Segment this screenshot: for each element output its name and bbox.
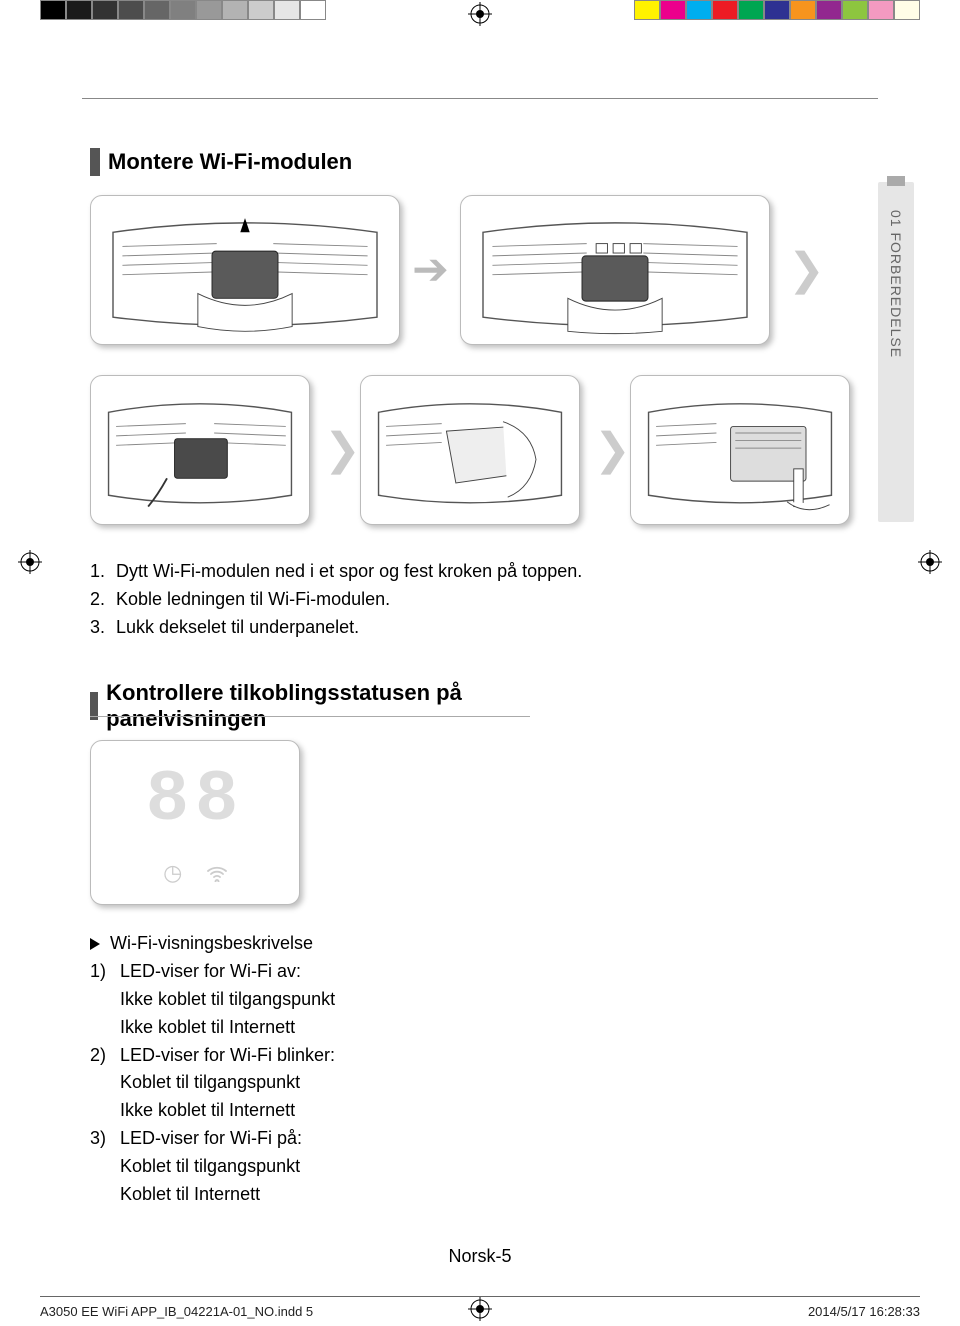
status-subline: Koblet til Internett xyxy=(90,1181,335,1209)
wifi-status-list: Wi-Fi-visningsbeskrivelse 1)LED-viser fo… xyxy=(90,930,335,1209)
registration-mark-top xyxy=(468,2,492,26)
calibration-swatch xyxy=(92,0,118,20)
calibration-swatch xyxy=(790,0,816,20)
illustration-step-1 xyxy=(90,195,400,345)
chevron-icon: ❯ xyxy=(788,248,825,292)
status-head: LED-viser for Wi-Fi blinker: xyxy=(120,1042,335,1070)
footer-filename: A3050 EE WiFi APP_IB_04221A-01_NO.indd 5 xyxy=(40,1304,313,1319)
calibration-swatch xyxy=(816,0,842,20)
status-subline: Ikke koblet til Internett xyxy=(90,1097,335,1125)
status-head: LED-viser for Wi-Fi på: xyxy=(120,1125,302,1153)
step-item: 3.Lukk dekselet til underpanelet. xyxy=(90,614,582,642)
illustration-step-4 xyxy=(360,375,580,525)
illustration-step-2 xyxy=(460,195,770,345)
status-item: 2)LED-viser for Wi-Fi blinker: xyxy=(90,1042,335,1070)
calibration-swatch xyxy=(222,0,248,20)
step-number: 1. xyxy=(90,558,116,586)
triangle-icon xyxy=(90,938,100,950)
status-item: 1)LED-viser for Wi-Fi av: xyxy=(90,958,335,986)
side-tab-label: 01 FORBEREDELSE xyxy=(888,210,904,358)
calibration-swatch xyxy=(118,0,144,20)
seven-segment-digits: 88 xyxy=(91,759,299,841)
status-number: 1) xyxy=(90,958,120,986)
status-subline: Koblet til tilgangspunkt xyxy=(90,1153,335,1181)
top-rule xyxy=(82,98,878,99)
footer-rule xyxy=(40,1296,920,1297)
panel-display-illustration: 88 ◷ xyxy=(90,740,300,905)
status-subline: Koblet til tilgangspunkt xyxy=(90,1069,335,1097)
calibration-swatch xyxy=(660,0,686,20)
calibration-swatch xyxy=(66,0,92,20)
wifi-icon xyxy=(207,860,227,885)
step-number: 3. xyxy=(90,614,116,642)
section-heading-install: Montere Wi-Fi-modulen xyxy=(90,148,352,176)
step-text: Koble ledningen til Wi-Fi-modulen. xyxy=(116,586,390,614)
chevron-icon: ❯ xyxy=(324,428,361,472)
page-number: Norsk-5 xyxy=(0,1246,960,1267)
calibration-swatch xyxy=(686,0,712,20)
calibration-swatch xyxy=(144,0,170,20)
section-heading-status: Kontrollere tilkoblingsstatusen på panel… xyxy=(90,680,530,732)
calibration-swatch xyxy=(170,0,196,20)
calibration-swatch xyxy=(894,0,920,20)
list-lead-text: Wi-Fi-visningsbeskrivelse xyxy=(110,930,313,958)
registration-mark-right xyxy=(918,550,942,574)
list-lead: Wi-Fi-visningsbeskrivelse xyxy=(90,930,335,958)
calibration-swatch xyxy=(248,0,274,20)
status-number: 2) xyxy=(90,1042,120,1070)
registration-mark-left xyxy=(18,550,42,574)
calibration-swatch xyxy=(868,0,894,20)
calibration-swatch xyxy=(764,0,790,20)
calibration-swatch xyxy=(842,0,868,20)
section-title: Montere Wi-Fi-modulen xyxy=(108,149,352,175)
illustration-step-5 xyxy=(630,375,850,525)
status-subline: Ikke koblet til Internett xyxy=(90,1014,335,1042)
side-tab: 01 FORBEREDELSE xyxy=(878,182,914,522)
footer-timestamp: 2014/5/17 16:28:33 xyxy=(808,1304,920,1319)
status-head: LED-viser for Wi-Fi av: xyxy=(120,958,301,986)
section-title: Kontrollere tilkoblingsstatusen på panel… xyxy=(106,680,530,732)
calibration-swatch xyxy=(196,0,222,20)
calibration-swatch xyxy=(274,0,300,20)
clock-icon: ◷ xyxy=(163,860,182,885)
status-item: 3)LED-viser for Wi-Fi på: xyxy=(90,1125,335,1153)
calibration-swatch xyxy=(634,0,660,20)
calibration-swatch xyxy=(40,0,66,20)
status-number: 3) xyxy=(90,1125,120,1153)
calibration-swatch xyxy=(712,0,738,20)
step-item: 1.Dytt Wi-Fi-modulen ned i et spor og fe… xyxy=(90,558,582,586)
print-footer: A3050 EE WiFi APP_IB_04221A-01_NO.indd 5… xyxy=(40,1304,920,1319)
calibration-swatch xyxy=(300,0,326,20)
chevron-icon: ❯ xyxy=(594,428,631,472)
install-steps-list: 1.Dytt Wi-Fi-modulen ned i et spor og fe… xyxy=(90,558,582,642)
heading-bar xyxy=(90,148,100,176)
section-rule xyxy=(90,716,530,717)
status-subline: Ikke koblet til tilgangspunkt xyxy=(90,986,335,1014)
arrow-icon: ➔ xyxy=(412,248,449,292)
step-number: 2. xyxy=(90,586,116,614)
step-item: 2.Koble ledningen til Wi-Fi-modulen. xyxy=(90,586,582,614)
step-text: Lukk dekselet til underpanelet. xyxy=(116,614,359,642)
illustration-step-3 xyxy=(90,375,310,525)
step-text: Dytt Wi-Fi-modulen ned i et spor og fest… xyxy=(116,558,582,586)
panel-status-icons: ◷ xyxy=(91,860,299,886)
calibration-swatch xyxy=(738,0,764,20)
